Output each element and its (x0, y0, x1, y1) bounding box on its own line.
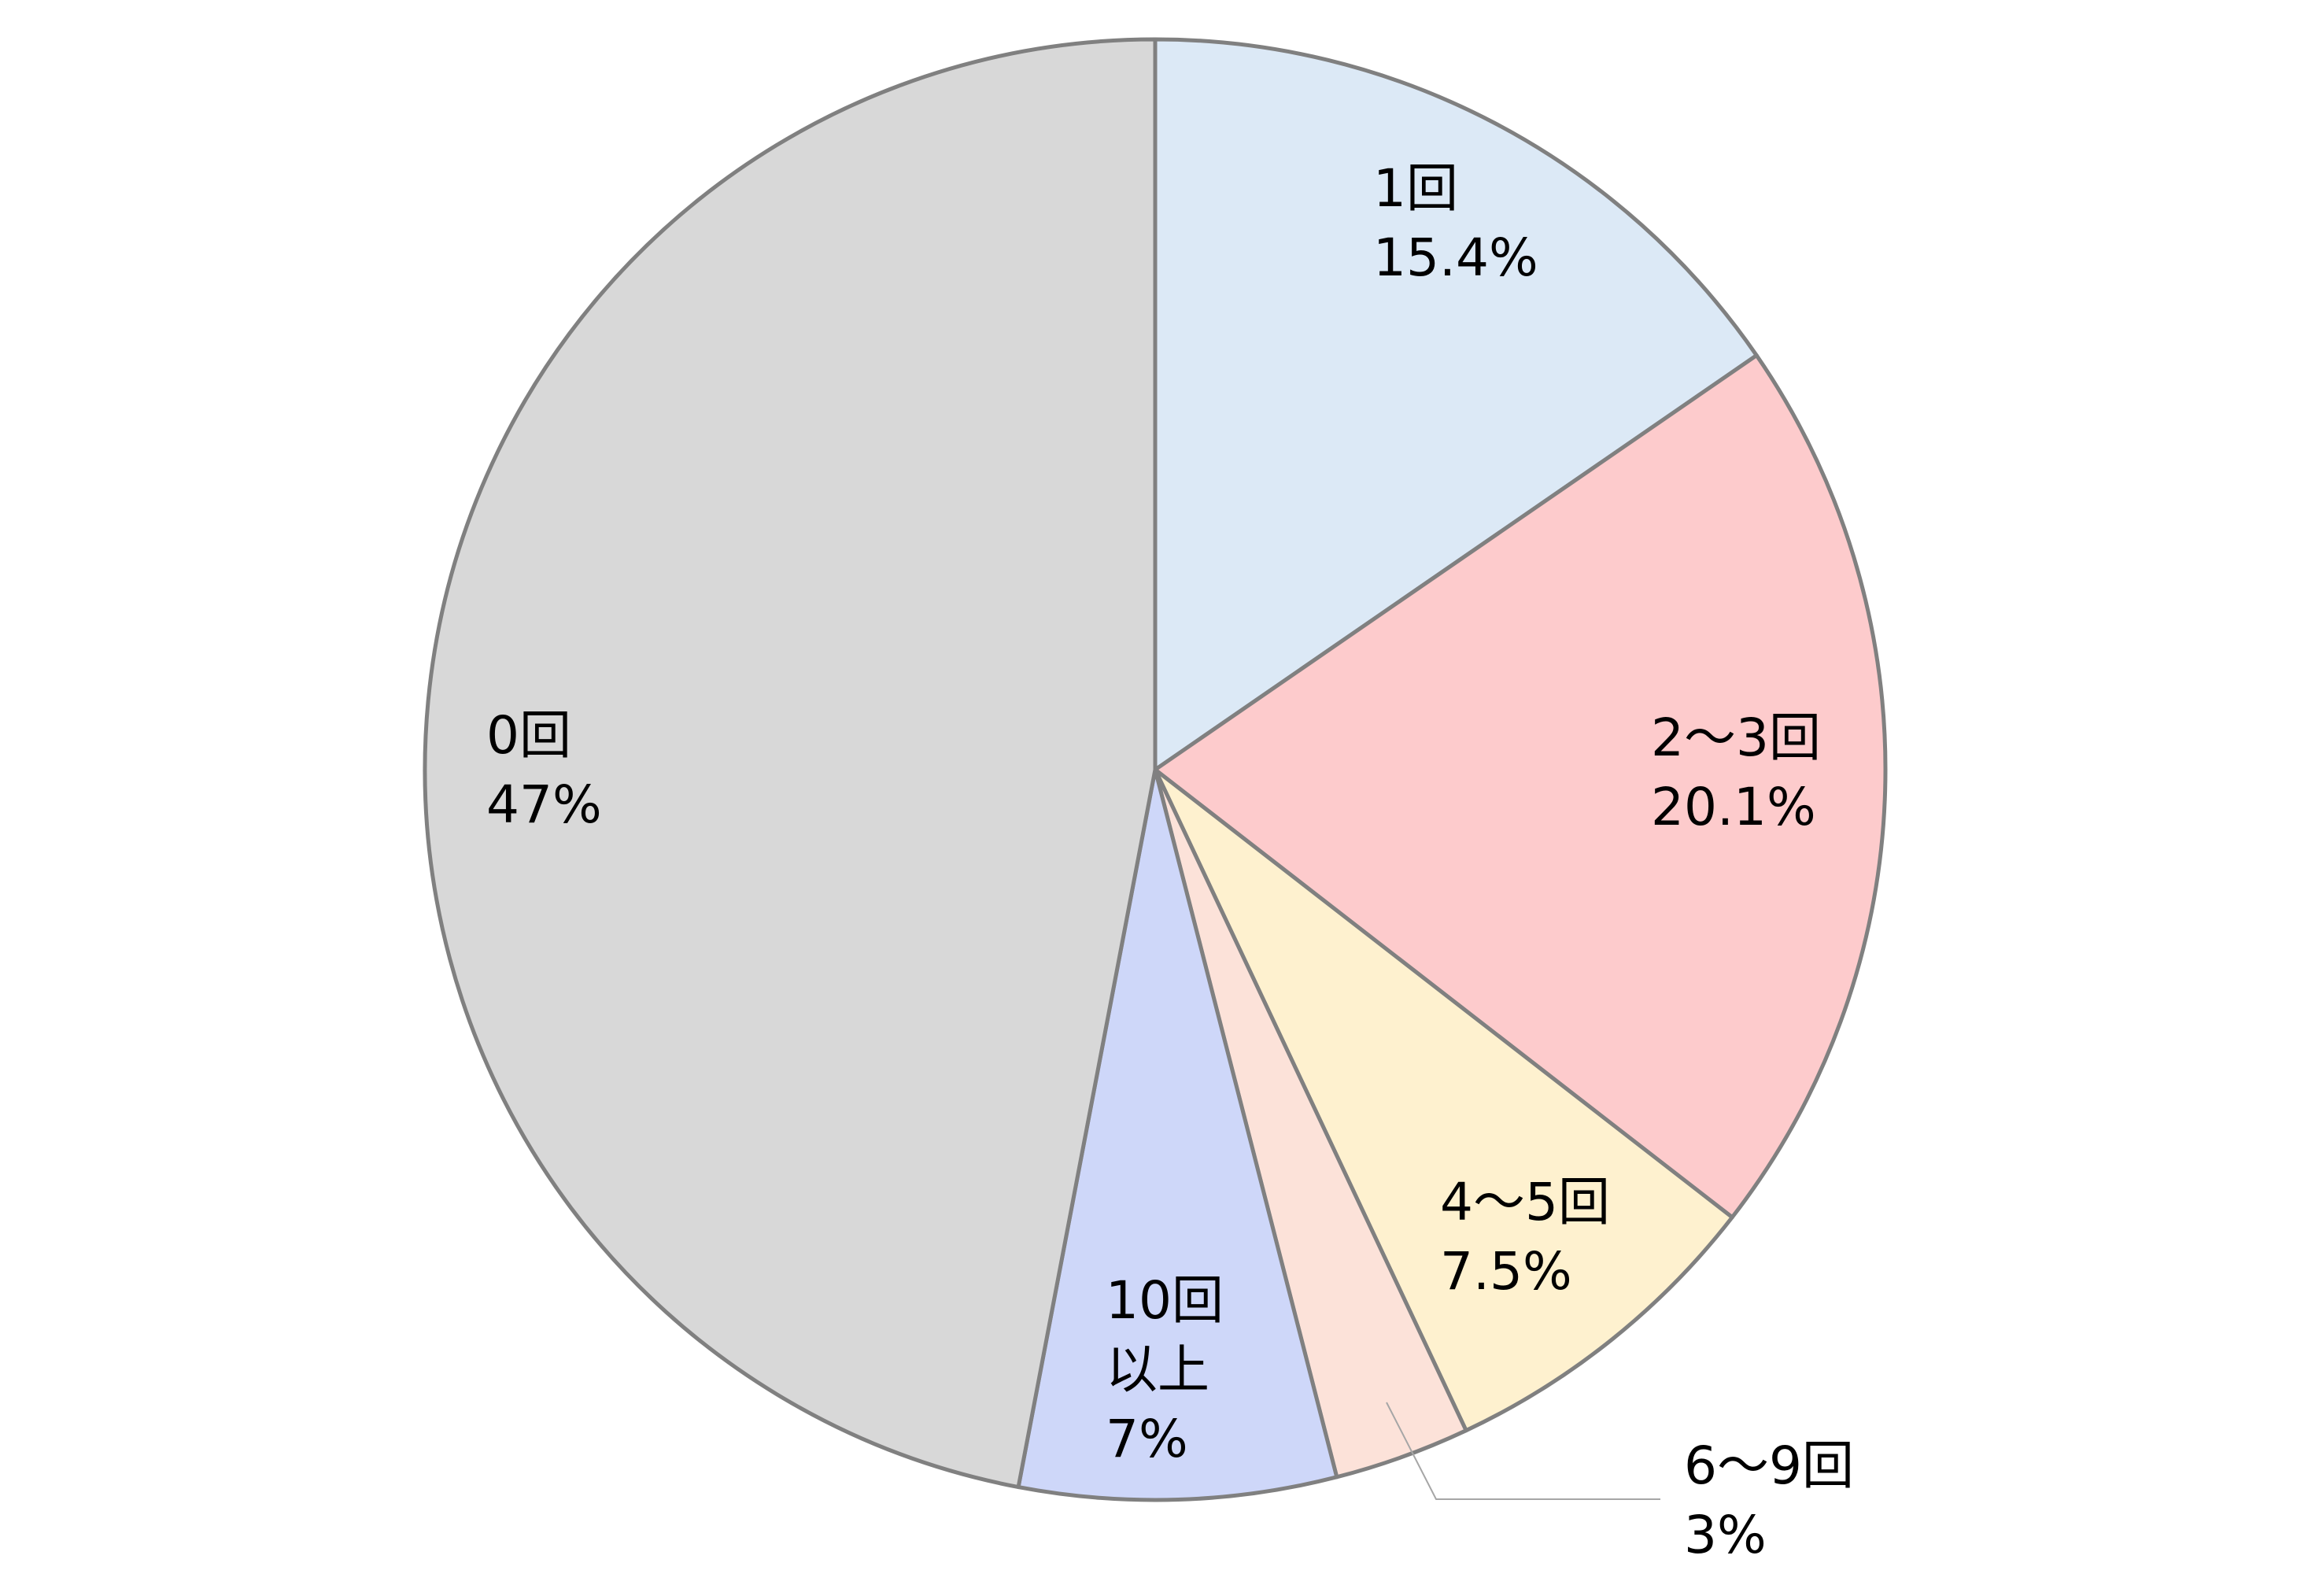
data-label-category-2-3kai: 2～3回 (1651, 707, 1821, 768)
data-label-category-6-9kai: 6～9回 (1684, 1435, 1854, 1496)
data-label-value-0kai: 47% (486, 774, 602, 835)
data-label-category-1kai: 1回 (1373, 158, 1458, 219)
data-label-value-6-9kai: 3% (1684, 1505, 1767, 1565)
data-label-category-10kai-plus: 以上 (1106, 1339, 1209, 1400)
data-label-value-4-5kai: 7.5% (1440, 1241, 1572, 1302)
data-label-value-10kai-plus: 7% (1106, 1409, 1188, 1469)
data-label-value-1kai: 15.4% (1373, 227, 1538, 288)
pie-slice-1kai (1153, 37, 1759, 772)
leader-line-6-9kai (1386, 1402, 1660, 1500)
data-label-category-0kai: 0回 (486, 705, 571, 766)
pie-slice-0kai (423, 37, 1158, 1490)
pie-slice-4-5kai (1153, 767, 1734, 1433)
pie-slice-2-3kai (1153, 353, 1888, 1220)
data-label-category-10kai-plus: 10回 (1106, 1270, 1224, 1331)
pie-slices (423, 37, 1888, 1502)
data-label-value-2-3kai: 20.1% (1651, 777, 1816, 837)
pie-slice-10kai-plus (1016, 767, 1339, 1502)
data-label-category-4-5kai: 4～5回 (1440, 1172, 1610, 1232)
